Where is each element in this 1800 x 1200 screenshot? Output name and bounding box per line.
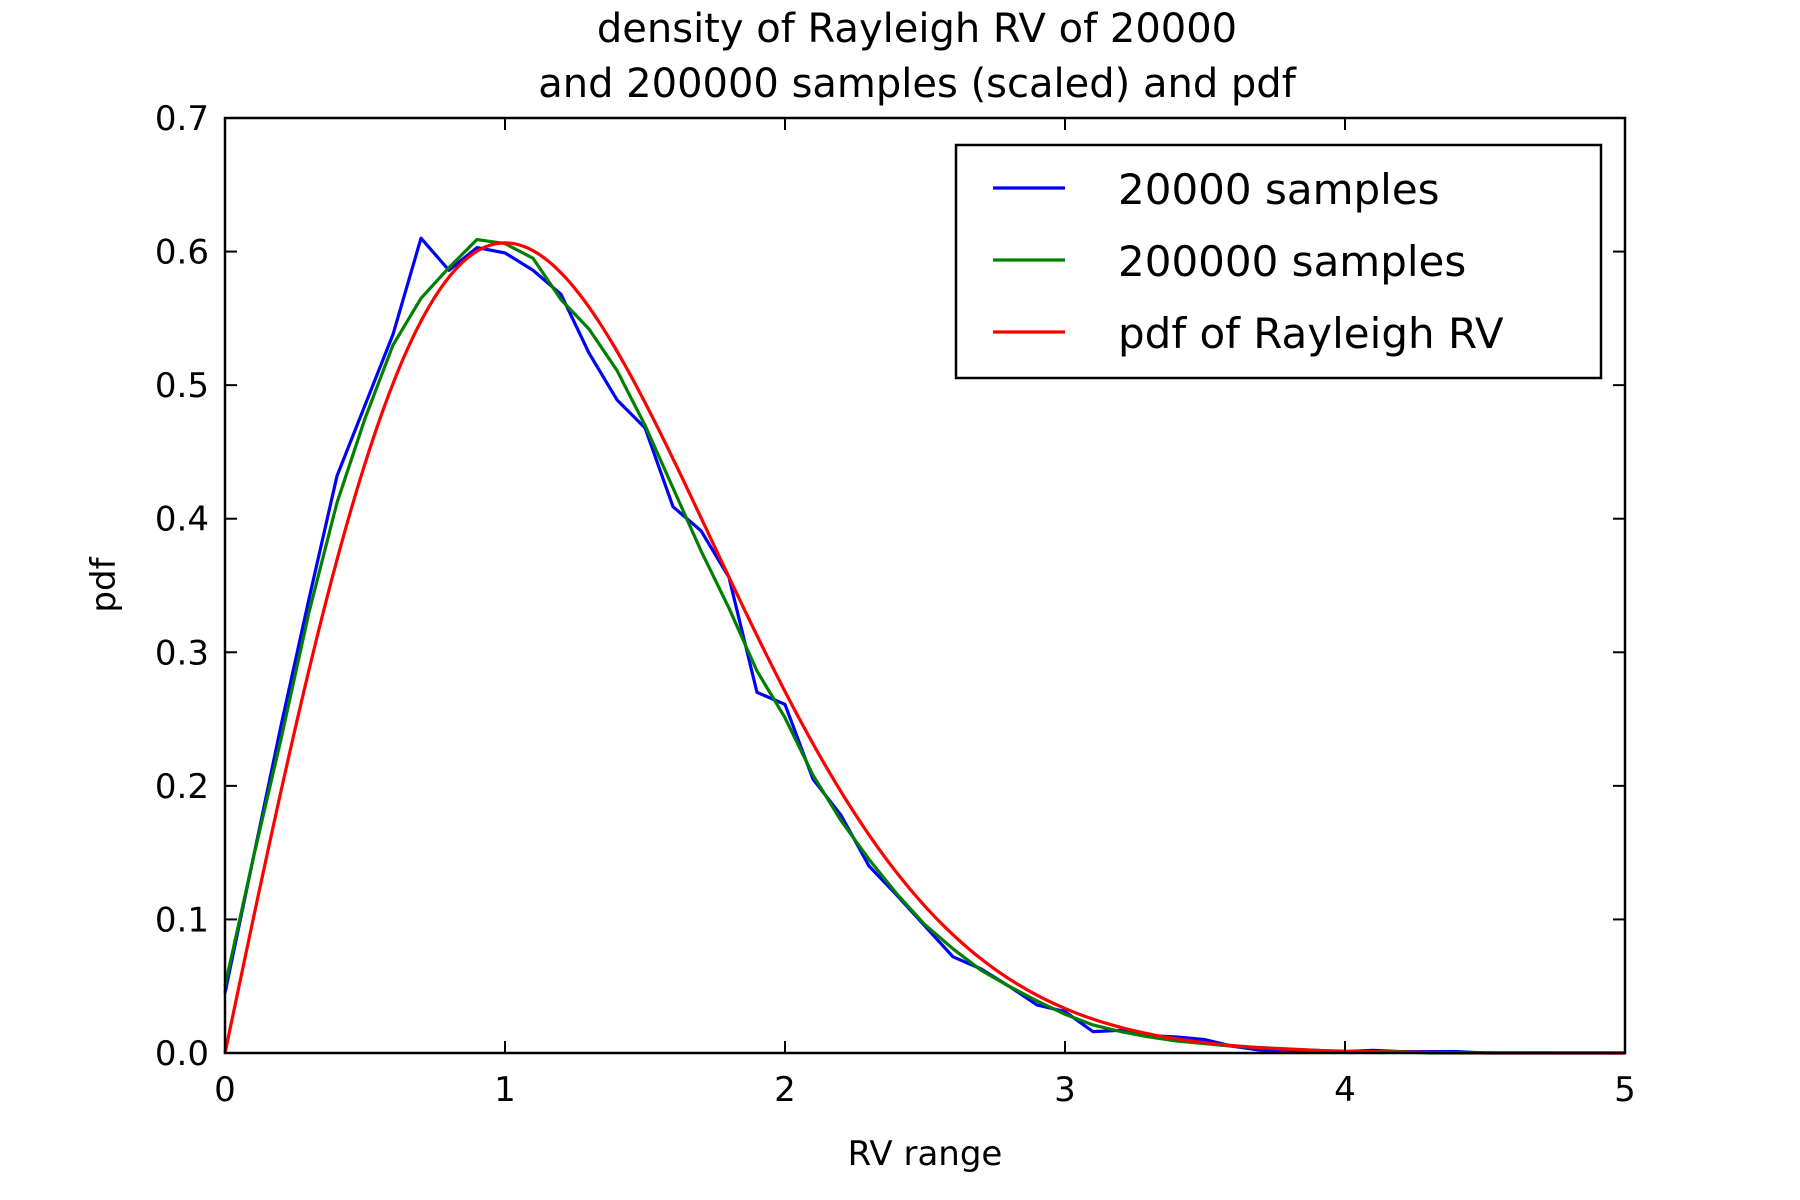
x-tick-label: 2 xyxy=(774,1070,796,1110)
y-tick-label: 0.0 xyxy=(155,1034,209,1074)
x-axis-label: RV range xyxy=(848,1134,1003,1174)
y-tick-label: 0.4 xyxy=(155,500,209,540)
x-tick-label: 5 xyxy=(1614,1070,1636,1110)
y-tick-label: 0.3 xyxy=(155,633,209,673)
x-tick-label: 4 xyxy=(1334,1070,1356,1110)
y-tick-label: 0.2 xyxy=(155,767,209,807)
x-tick-label: 3 xyxy=(1054,1070,1076,1110)
y-tick-label: 0.5 xyxy=(155,366,209,406)
x-tick-label: 0 xyxy=(214,1070,236,1110)
chart-title-line-2: and 200000 samples (scaled) and pdf xyxy=(538,61,1296,107)
plot-area-frame xyxy=(223,116,1627,1055)
y-tick-label: 0.1 xyxy=(155,900,209,940)
legend-label-3: pdf of Rayleigh RV xyxy=(1118,309,1504,358)
legend-label-2: 200000 samples xyxy=(1118,237,1466,286)
x-tick-label: 1 xyxy=(494,1070,516,1110)
legend-label-1: 20000 samples xyxy=(1118,165,1440,214)
tick-labels: 0 1 2 3 4 5 0.0 0.1 0.2 0.3 0.4 0.5 0.6 0.7 xyxy=(155,99,1636,1110)
y-tick-label: 0.6 xyxy=(155,233,209,273)
y-axis-label: pdf xyxy=(84,556,124,612)
y-tick-label: 0.7 xyxy=(155,99,209,139)
chart-title-line-1: density of Rayleigh RV of 20000 xyxy=(597,6,1237,52)
legend: 20000 samples 200000 samples pdf of Raylei… xyxy=(954,143,1603,380)
